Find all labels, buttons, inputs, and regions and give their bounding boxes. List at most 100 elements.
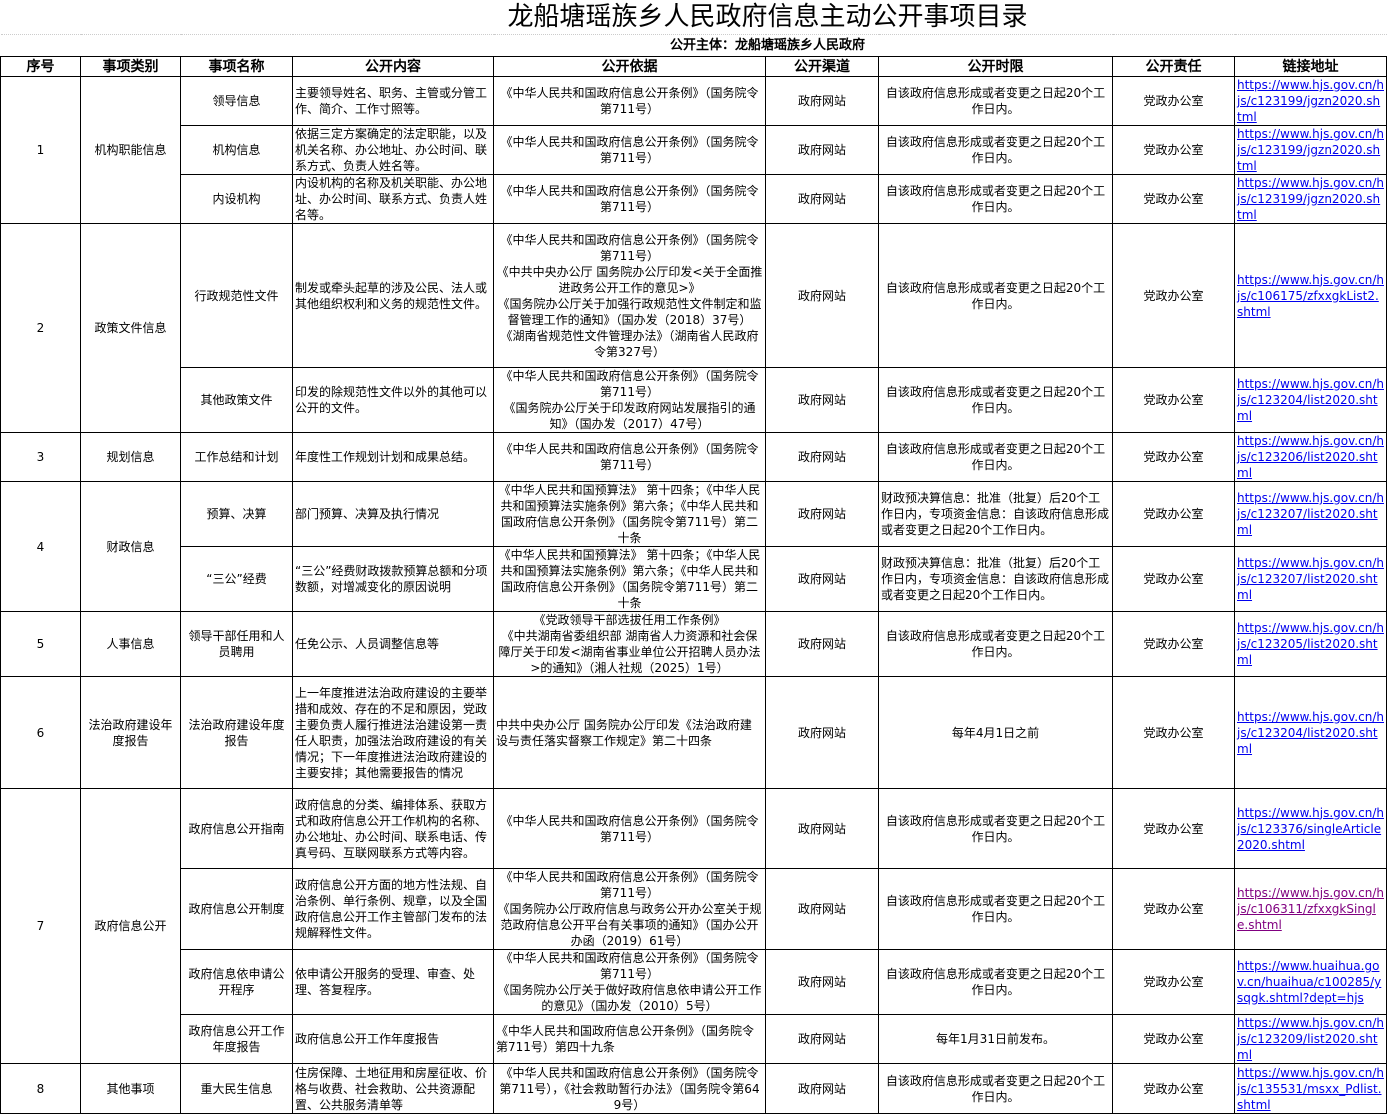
column-header: 公开依据: [493, 56, 766, 77]
table-row: 政府信息公开制度 政府信息公开方面的地方性法规、自治条例、单行条例、规章，以及全国…: [1, 868, 1387, 950]
content-cell: 依据三定方案确定的法定职能，以及机关名称、办公地址、办公时间、联系方式、负责人姓…: [292, 125, 494, 175]
deadline-cell: 财政预决算信息：批准（批复）后20个工作日内，专项资金信息：自该政府信息形成或者…: [878, 546, 1113, 612]
link-address[interactable]: https://www.hjs.gov.cn/hjs/c123209/list2…: [1237, 1016, 1384, 1062]
link-address[interactable]: https://www.hjs.gov.cn/hjs/c123199/jgzn2…: [1237, 127, 1384, 173]
channel-cell: 政府网站: [765, 1014, 879, 1064]
table-row: 2 政策文件信息 行政规范性文件 制发或牵头起草的涉及公民、法人或其他组织权利和义务的…: [0, 223, 1387, 433]
basis-line: 《中共中央办公厅 国务院办公厅印发<关于全面推进政务公开工作的意见>》: [496, 264, 763, 295]
table-row: 3 规划信息 工作总结和计划 年度性工作规划计划和成果总结。 《中华人民共和国政府信息公…: [0, 432, 1387, 482]
link-cell: https://www.hjs.gov.cn/hjs/c123207/list2…: [1233, 481, 1387, 547]
seq-cell: 3: [0, 432, 81, 482]
table-row: 机构信息 依据三定方案确定的法定职能，以及机关名称、办公地址、办公时间、联系方式、…: [1, 125, 1387, 175]
column-header: 公开渠道: [765, 56, 879, 77]
basis-line: 《国务院办公厅关于加强行政规范性文件制定和监督管理工作的通知》（国办发（2018…: [497, 296, 762, 327]
basis-line: 《中华人民共和国政府信息公开条例》（国务院令第711号）: [500, 369, 759, 399]
seq-cell: 6: [0, 676, 81, 789]
link-cell: https://www.hjs.gov.cn/hjs/c106175/zfxxg…: [1233, 223, 1387, 368]
link-address[interactable]: https://www.hjs.gov.cn/hjs/c123199/jgzn2…: [1237, 78, 1384, 124]
link-address[interactable]: https://www.hjs.gov.cn/hjs/c123204/list2…: [1237, 377, 1384, 423]
basis-line: 《中华人民共和国政府信息公开条例》（国务院令第711号）: [500, 951, 759, 981]
deadline-cell: 财政预决算信息：批准（批复）后20个工作日内，专项资金信息：自该政府信息形成或者…: [878, 481, 1113, 547]
item-name-cell: 预算、决算: [180, 481, 293, 547]
basis-cell: 《中华人民共和国预算法》 第十四条；《中华人民共和国预算法实施条例》第六条；《中…: [493, 546, 766, 612]
basis-cell: 《中华人民共和国政府信息公开条例》（国务院令第711号） 《国务院办公厅关于做好政…: [493, 949, 766, 1015]
table-row: 1 机构职能信息 领导信息 主要领导姓名、职务、主管或分管工作、简介、工作寸照等。 《中…: [0, 76, 1387, 224]
link-cell: https://www.hjs.gov.cn/hjs/c123376/singl…: [1233, 788, 1387, 869]
link-address[interactable]: https://www.hjs.gov.cn/hjs/c123204/list2…: [1237, 709, 1384, 756]
channel-cell: 政府网站: [765, 76, 879, 126]
link-address[interactable]: https://www.hjs.gov.cn/hjs/c123199/jgzn2…: [1237, 176, 1384, 222]
column-header: 事项类别: [80, 56, 181, 77]
basis-cell: 《中华人民共和国政府信息公开条例》（国务院令第711号）: [493, 788, 766, 869]
category-cell: 机构职能信息: [80, 76, 181, 224]
link-cell: https://www.hjs.gov.cn/hjs/c123199/jgzn2…: [1233, 125, 1387, 175]
basis-line: 《国务院办公厅关于印发政府网站发展指引的通知》（国办发（2017）47号）: [503, 401, 756, 431]
item-name-cell: 政府信息公开工作年度报告: [180, 1014, 293, 1064]
column-header: 序号: [0, 56, 81, 77]
item-name-cell: 领导信息: [180, 76, 293, 126]
link-cell: https://www.hjs.gov.cn/hjs/c123209/list2…: [1233, 1014, 1387, 1064]
link-address[interactable]: https://www.hjs.gov.cn/hjs/c135531/msxx_…: [1237, 1065, 1384, 1112]
basis-cell: 《党政领导干部选拔任用工作条例》 《中共湖南省委组织部 湖南省人力资源和社会保障厅…: [493, 611, 766, 677]
basis-cell: 《中华人民共和国政府信息公开条例》（国务院令第711号）: [493, 174, 766, 224]
basis-cell: 《中华人民共和国政府信息公开条例》（国务院令第711号） 《国务院办公厅关于印发政…: [493, 367, 766, 433]
content-cell: 主要领导姓名、职务、主管或分管工作、简介、工作寸照等。: [292, 76, 494, 126]
table-row: 4 财政信息 预算、决算 部门预算、决算及执行情况 《中华人民共和国预算法》 第十四条；…: [0, 481, 1387, 612]
link-address[interactable]: https://www.hjs.gov.cn/hjs/c123376/singl…: [1237, 805, 1384, 852]
basis-cell: 《中华人民共和国政府信息公开条例》（国务院令第711号）: [493, 125, 766, 175]
responsible-cell: 党政办公室: [1112, 174, 1235, 224]
link-address[interactable]: https://www.hjs.gov.cn/hjs/c123206/list2…: [1237, 434, 1384, 480]
channel-cell: 政府网站: [765, 481, 879, 547]
page-subtitle: 公开主体：龙船塘瑶族乡人民政府: [670, 37, 866, 53]
link-address[interactable]: https://www.hjs.gov.cn/hjs/c106311/zfxxg…: [1237, 886, 1384, 932]
seq-cell: 5: [0, 611, 81, 677]
basis-cell: 《中华人民共和国政府信息公开条例》（国务院令第711号）: [493, 432, 766, 482]
content-cell: 印发的除规范性文件以外的其他可以公开的文件。: [292, 367, 494, 433]
link-address[interactable]: https://www.hjs.gov.cn/hjs/c123207/list2…: [1237, 556, 1384, 602]
column-header: 事项名称: [180, 56, 293, 77]
content-cell: 任免公示、人员调整信息等: [292, 611, 494, 677]
category-cell: 财政信息: [80, 481, 181, 612]
link-address[interactable]: https://www.hjs.gov.cn/hjs/c123205/list2…: [1237, 621, 1384, 667]
deadline-cell: 自该政府信息形成或者变更之日起20个工作日内。: [878, 367, 1113, 433]
deadline-cell: 自该政府信息形成或者变更之日起20个工作日内。: [878, 432, 1113, 482]
table-row: 政府信息公开工作年度报告 政府信息公开工作年度报告 《中华人民共和国政府信息公开条例…: [1, 1014, 1387, 1064]
basis-line: 《党政领导干部选拔任用工作条例》: [533, 613, 726, 627]
category-cell: 政策文件信息: [80, 223, 181, 433]
table-row: “三公”经费 “三公”经费财政拨款预算总额和分项数额，对增减变化的原因说明 《中华人…: [1, 546, 1387, 612]
content-cell: 年度性工作规划计划和成果总结。: [292, 432, 494, 482]
basis-line: 《国务院办公厅政府信息与政务公开办公室关于规范政府信息公开平台有关事项的通知》（…: [497, 902, 762, 948]
link-cell: https://www.hjs.gov.cn/hjs/c123199/jgzn2…: [1233, 76, 1387, 126]
channel-cell: 政府网站: [765, 788, 879, 869]
content-cell: 政府信息的分类、编排体系、获取方式和政府信息公开工作机构的名称、办公地址、办公时…: [292, 788, 494, 869]
link-address[interactable]: https://www.huaihua.gov.cn/huaihua/c1002…: [1237, 959, 1382, 1005]
basis-line: 《中华人民共和国政府信息公开条例》（国务院令第711号）: [500, 870, 759, 900]
link-cell: https://www.hjs.gov.cn/hjs/c123206/list2…: [1233, 432, 1387, 482]
link-address[interactable]: https://www.hjs.gov.cn/hjs/c106175/zfxxg…: [1237, 272, 1384, 319]
channel-cell: 政府网站: [765, 223, 879, 368]
content-cell: 内设机构的名称及机关职能、办公地址、办公时间、联系方式、负责人姓名等。: [292, 174, 494, 224]
deadline-cell: 每年4月1日之前: [878, 676, 1113, 789]
channel-cell: 政府网站: [765, 1063, 879, 1114]
responsible-cell: 党政办公室: [1112, 481, 1235, 547]
deadline-cell: 自该政府信息形成或者变更之日起20个工作日内。: [878, 868, 1113, 950]
deadline-cell: 自该政府信息形成或者变更之日起20个工作日内。: [878, 125, 1113, 175]
link-address[interactable]: https://www.hjs.gov.cn/hjs/c123207/list2…: [1237, 491, 1384, 537]
basis-cell: 《中华人民共和国预算法》 第十四条；《中华人民共和国预算法实施条例》第六条；《中…: [493, 481, 766, 547]
responsible-cell: 党政办公室: [1112, 868, 1235, 950]
deadline-cell: 每年1月31日前发布。: [878, 1014, 1113, 1064]
link-cell: https://www.hjs.gov.cn/hjs/c106311/zfxxg…: [1233, 868, 1387, 950]
channel-cell: 政府网站: [765, 676, 879, 789]
content-cell: 依申请公开服务的受理、审查、处理、答复程序。: [292, 949, 494, 1015]
channel-cell: 政府网站: [765, 432, 879, 482]
basis-line: 《湖南省规范性文件管理办法》（湖南省人民政府令第327号）: [500, 328, 759, 359]
responsible-cell: 党政办公室: [1112, 367, 1235, 433]
item-name-cell: 领导干部任用和人员聘用: [180, 611, 293, 677]
item-name-cell: 其他政策文件: [180, 367, 293, 433]
column-header: 公开责任: [1112, 56, 1235, 77]
table-row: 政府信息依申请公开程序 依申请公开服务的受理、审查、处理、答复程序。 《中华人民共和…: [1, 949, 1387, 1015]
responsible-cell: 党政办公室: [1112, 432, 1235, 482]
seq-cell: 2: [0, 223, 81, 433]
category-cell: 法治政府建设年度报告: [80, 676, 181, 789]
responsible-cell: 党政办公室: [1112, 125, 1235, 175]
